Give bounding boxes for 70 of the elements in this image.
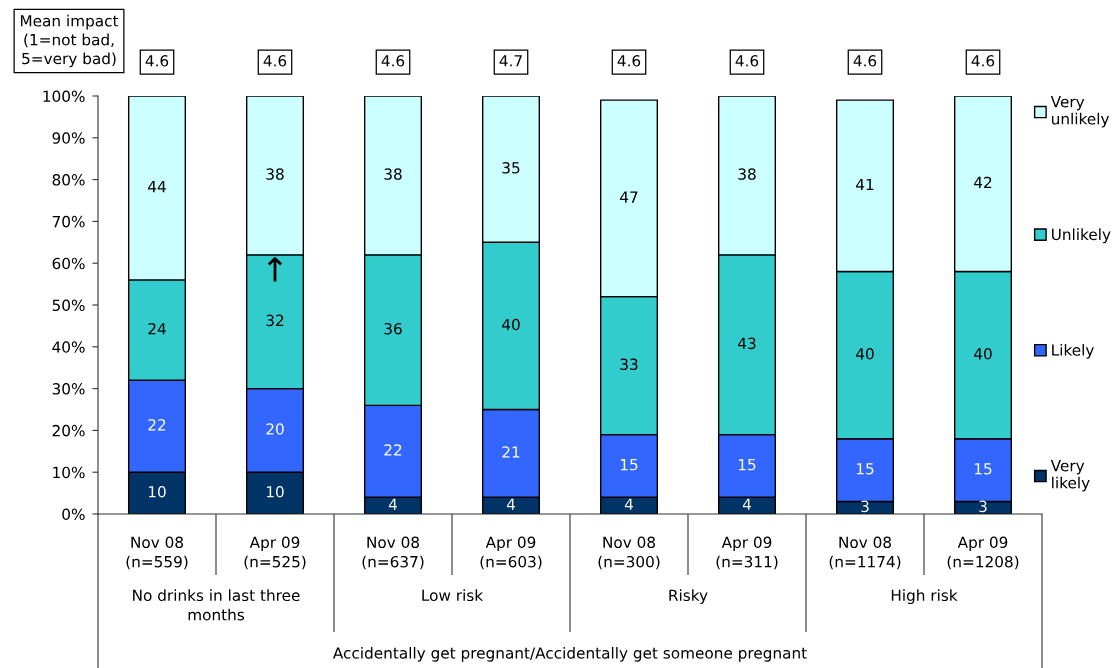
text: High risk xyxy=(891,589,958,605)
text: 4.6 xyxy=(263,55,287,67)
data-label: 4 xyxy=(624,498,633,510)
x-tick-label: Nov 08 (n=559) xyxy=(126,536,188,570)
text: Accidentally get pregnant/Accidentally get someone pregnant xyxy=(332,646,807,662)
data-label: 4 xyxy=(388,498,397,510)
y-tick-label: 90% xyxy=(52,132,85,144)
data-label: 42 xyxy=(974,176,992,188)
data-label: 4 xyxy=(506,498,515,510)
data-label: 15 xyxy=(856,463,874,475)
y-tick-label: 50% xyxy=(52,299,85,312)
data-label: 40 xyxy=(502,318,520,331)
y-tick-label: 70% xyxy=(52,215,85,228)
data-label: 4 xyxy=(742,498,751,510)
annotation: ↑ xyxy=(267,257,283,282)
data-label: 44 xyxy=(148,181,166,193)
data-label: 38 xyxy=(738,168,756,180)
x-tick-label: Apr 09 (n=525) xyxy=(244,536,306,570)
text: 4.6 xyxy=(735,55,759,67)
data-label: 41 xyxy=(856,178,874,191)
data-label: 38 xyxy=(384,168,402,180)
text: 4.6 xyxy=(145,55,169,67)
y-tick-label: 40% xyxy=(52,341,85,353)
data-label: 33 xyxy=(620,358,638,371)
data-label: 43 xyxy=(738,337,756,350)
data-label: 32 xyxy=(266,314,284,327)
y-tick-label: 60% xyxy=(52,257,85,270)
data-label: 21 xyxy=(502,446,520,458)
x-tick-label: Apr 09 (n=1208) xyxy=(947,536,1019,570)
y-tick-label: 80% xyxy=(52,174,85,186)
x-tick-label: Apr 09 (n=603) xyxy=(480,536,542,570)
y-tick-label: 100% xyxy=(43,90,85,103)
data-label: 22 xyxy=(148,419,166,431)
data-label: 20 xyxy=(266,423,284,435)
legend-label: Very likely xyxy=(1050,460,1090,492)
data-label: 10 xyxy=(266,485,284,498)
data-label: 40 xyxy=(974,348,992,360)
data-label: 15 xyxy=(620,459,638,471)
legend-label: Unlikely xyxy=(1052,228,1111,244)
data-label: 3 xyxy=(861,500,869,513)
text: Low risk xyxy=(422,589,484,602)
text: Risky xyxy=(669,589,708,605)
data-label: 22 xyxy=(384,444,402,456)
y-tick-label: 10% xyxy=(53,466,85,479)
data-label: 15 xyxy=(974,463,992,475)
data-label: 24 xyxy=(148,322,166,335)
x-tick-label: Nov 08 (n=1174) xyxy=(829,536,901,570)
text: No drinks in last three months xyxy=(133,589,300,621)
data-label: 35 xyxy=(502,162,520,174)
data-label: 10 xyxy=(148,485,166,498)
x-tick-label: Nov 08 (n=300) xyxy=(598,536,660,570)
text: Mean impact (1=not bad, 5=very bad) xyxy=(20,14,119,68)
x-tick-label: Apr 09 (n=311) xyxy=(716,536,778,570)
y-tick-label: 30% xyxy=(52,383,85,395)
data-label: 47 xyxy=(620,191,638,203)
data-label: 38 xyxy=(266,168,284,180)
text: 4.7 xyxy=(499,55,522,67)
data-label: 3 xyxy=(979,500,987,513)
data-label: 36 xyxy=(384,322,402,335)
y-tick-label: 20% xyxy=(52,424,85,437)
text: 4.6 xyxy=(617,55,641,67)
legend-label: Likely xyxy=(1052,343,1094,359)
text: 4.6 xyxy=(381,55,405,67)
x-tick-label: Nov 08 (n=637) xyxy=(362,536,424,570)
y-tick-label: 0% xyxy=(62,508,85,521)
data-label: 15 xyxy=(738,459,756,471)
legend-label: Very unlikely xyxy=(1050,96,1110,128)
text: 4.6 xyxy=(971,55,995,67)
text: 4.6 xyxy=(853,55,877,67)
data-label: 40 xyxy=(856,348,874,360)
